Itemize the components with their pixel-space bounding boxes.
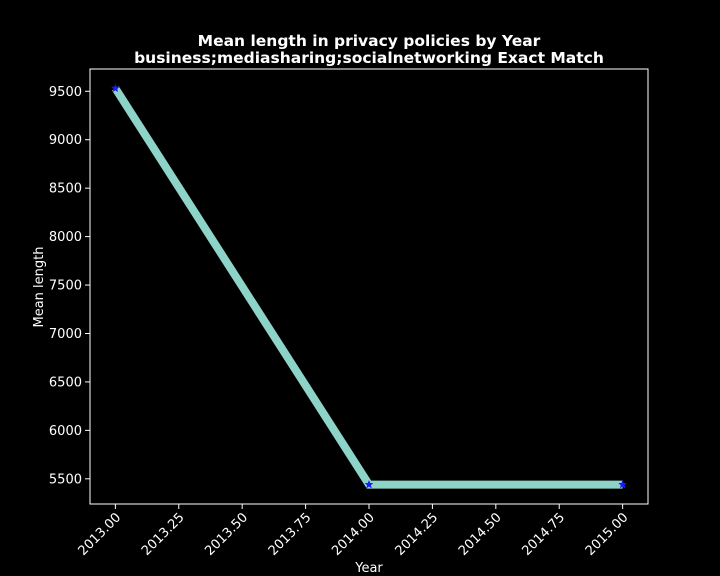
y-tick-label: 7500 <box>49 279 82 294</box>
series-layer <box>110 83 628 489</box>
y-tick-label: 9000 <box>49 133 82 148</box>
y-tick-label: 6500 <box>49 375 82 390</box>
x-tick-label: 2013.75 <box>266 510 315 559</box>
x-axis-label: Year <box>354 561 383 576</box>
plot-area <box>89 68 649 505</box>
y-tick-label: 8000 <box>49 230 82 245</box>
y-tick-label: 5500 <box>49 472 82 487</box>
x-tick-label: 2014.25 <box>393 510 442 559</box>
data-point <box>110 83 120 93</box>
y-tick-label: 8500 <box>49 182 82 197</box>
chart-subtitle: business;mediasharing;socialnetworking E… <box>134 49 604 67</box>
x-tick-label: 2013.00 <box>76 510 125 559</box>
chart-title: Mean length in privacy policies by Year <box>198 32 541 50</box>
y-axis-label: Mean length <box>32 247 47 328</box>
x-tick-label: 2015.00 <box>583 510 632 559</box>
x-axis: 2013.00 2013.25 2013.50 2013.75 2014.00 2014.… <box>76 504 632 559</box>
x-tick-label: 2014.50 <box>456 510 505 559</box>
x-tick-label: 2014.75 <box>519 510 568 559</box>
data-point <box>618 479 628 489</box>
y-tick-label: 7000 <box>49 327 82 342</box>
data-point <box>364 479 374 489</box>
x-tick-label: 2014.00 <box>329 510 378 559</box>
y-axis: 5500 6000 6500 7000 7500 8000 8500 9000 9500 <box>49 85 90 487</box>
y-tick-label: 6000 <box>49 424 82 439</box>
y-tick-label: 9500 <box>49 85 82 100</box>
series-line <box>112 86 623 489</box>
x-tick-label: 2013.25 <box>139 510 188 559</box>
x-tick-label: 2013.50 <box>202 510 251 559</box>
